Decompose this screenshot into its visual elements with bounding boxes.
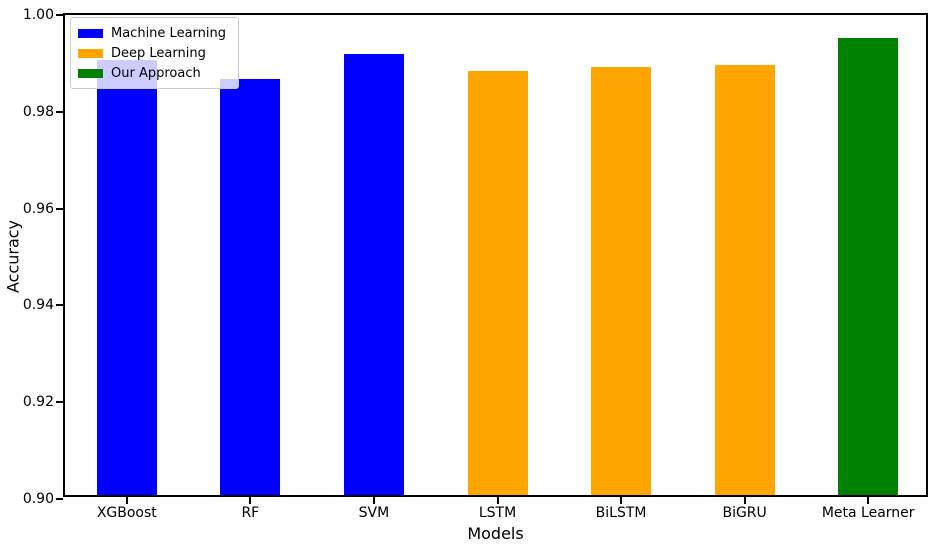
bar-lstm bbox=[467, 71, 528, 495]
bar-xgboost bbox=[96, 60, 157, 495]
legend-swatch-our-approach bbox=[78, 68, 103, 78]
legend-label: Deep Learning bbox=[111, 45, 206, 61]
y-tick-label: 0.98 bbox=[22, 103, 54, 120]
y-tick-mark bbox=[56, 14, 63, 16]
legend-item-machine-learning: Machine Learning bbox=[78, 23, 226, 43]
x-tick-mark bbox=[620, 497, 623, 504]
x-tick-mark bbox=[372, 497, 375, 504]
x-tick-mark bbox=[249, 497, 252, 504]
legend-swatch-deep-learning bbox=[78, 48, 103, 58]
y-tick-mark bbox=[56, 498, 63, 500]
y-tick-label: 0.96 bbox=[22, 200, 54, 217]
x-tick-label-xgboost: XGBoost bbox=[96, 505, 157, 521]
x-tick-mark bbox=[867, 497, 870, 504]
legend-label: Machine Learning bbox=[111, 25, 226, 41]
x-tick-label-meta-learner: Meta Learner bbox=[821, 505, 915, 521]
bar-rf bbox=[220, 78, 281, 495]
legend-swatch-machine-learning bbox=[78, 28, 103, 38]
bar-bilstm bbox=[591, 67, 652, 495]
y-tick-mark bbox=[56, 304, 63, 307]
y-axis-label: Accuracy bbox=[3, 219, 23, 294]
legend-item-our-approach: Our Approach bbox=[78, 63, 226, 83]
x-tick-mark bbox=[125, 497, 128, 504]
y-tick-label: 1.00 bbox=[22, 7, 54, 23]
x-tick-mark bbox=[496, 497, 499, 504]
plot-area: Machine Learning Deep Learning Our Approac… bbox=[23, 7, 928, 521]
chart-legend: Machine Learning Deep Learning Our Approac… bbox=[70, 17, 239, 89]
bar-svm bbox=[343, 53, 404, 495]
y-tick-mark bbox=[56, 401, 63, 404]
legend-item-deep-learning: Deep Learning bbox=[78, 43, 226, 63]
x-axis-label: Models bbox=[467, 524, 524, 543]
x-tick-label-bilstm: BiLSTM bbox=[595, 505, 647, 521]
x-tick-label-svm: SVM bbox=[358, 505, 390, 521]
x-tick-label-rf: RF bbox=[241, 505, 260, 521]
y-tick-label: 0.92 bbox=[22, 394, 54, 411]
bar-bigru bbox=[714, 65, 775, 495]
legend-label: Our Approach bbox=[111, 65, 201, 81]
bar-meta-learner bbox=[838, 37, 899, 495]
x-tick-mark bbox=[743, 497, 746, 504]
y-tick-label: 0.90 bbox=[22, 491, 54, 507]
y-tick-label: 0.94 bbox=[22, 297, 54, 314]
x-tick-label-lstm: LSTM bbox=[478, 505, 517, 521]
y-tick-mark bbox=[56, 207, 63, 210]
x-tick-label-bigru: BiGRU bbox=[722, 505, 767, 521]
y-tick-mark bbox=[56, 110, 63, 113]
